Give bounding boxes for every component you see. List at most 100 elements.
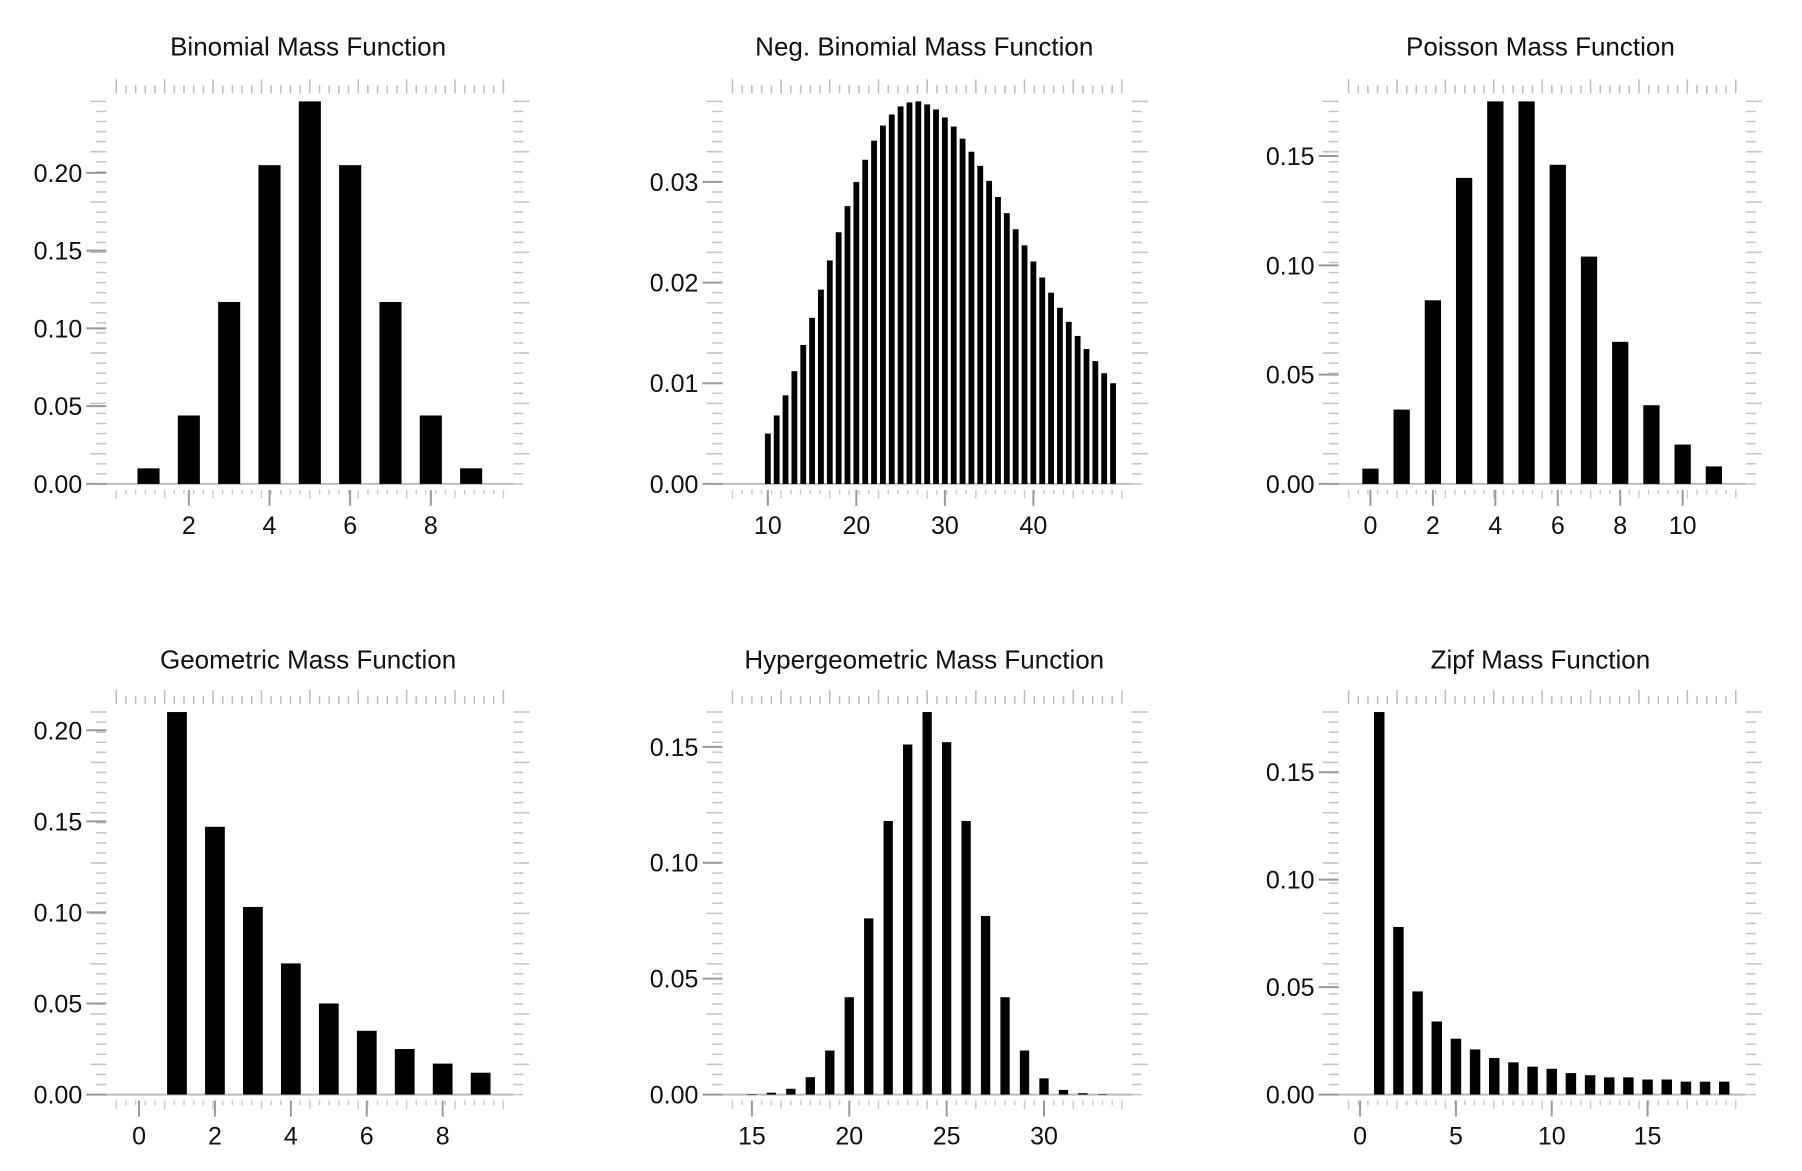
bar: [394, 1049, 415, 1095]
y-tick-label: 0.02: [650, 270, 699, 298]
bar: [1057, 307, 1063, 484]
bar: [1565, 1073, 1577, 1095]
bar: [980, 916, 991, 1095]
bar: [864, 918, 874, 1095]
bar: [1412, 991, 1423, 1095]
y-tick-label: 0.10: [34, 899, 83, 927]
bar: [826, 260, 833, 484]
x-tick-label: 6: [360, 1123, 374, 1151]
bar: [1546, 1068, 1557, 1095]
bar: [1019, 1050, 1030, 1095]
bar: [1455, 177, 1473, 484]
bar: [1058, 1089, 1069, 1095]
x-tick-label: 2: [208, 1123, 222, 1151]
bar: [773, 415, 780, 484]
bar: [1083, 349, 1090, 484]
axis-frame: [1322, 690, 1762, 1109]
bar: [766, 1092, 777, 1095]
bar: [1584, 1075, 1596, 1095]
bar: [922, 712, 932, 1095]
x-tick-label: 15: [1634, 1123, 1662, 1151]
bar: [1110, 383, 1116, 484]
bar: [871, 140, 877, 484]
bar: [1012, 229, 1019, 484]
bar: [1065, 321, 1072, 484]
bar: [924, 104, 931, 484]
bar: [1101, 373, 1108, 484]
bar: [1518, 101, 1535, 484]
axis-frame: [1322, 79, 1762, 499]
chart-panel-3: Poisson Mass Function 0.00 0.05 0.10 0.15 0 2 4…: [1266, 31, 1762, 540]
chart-title: Neg. Binomial Mass Function: [755, 31, 1093, 61]
bar: [883, 821, 893, 1095]
bar: [258, 165, 281, 484]
bar: [470, 1072, 491, 1095]
bar: [1487, 101, 1504, 484]
axis-frame: [90, 79, 530, 499]
y-tick-label: 0.15: [34, 238, 83, 266]
y-tick-label: 0.10: [34, 315, 83, 343]
x-tick-label: 5: [1449, 1123, 1463, 1151]
bar: [1623, 1077, 1634, 1095]
y-tick-label: 0.15: [1266, 759, 1315, 787]
bar: [941, 742, 952, 1095]
bar: [298, 101, 321, 484]
bar: [1000, 997, 1010, 1095]
bar: [809, 317, 815, 484]
bar: [379, 301, 402, 484]
x-tick-label: 20: [835, 1123, 863, 1151]
bar: [1003, 213, 1010, 484]
bar: [933, 109, 939, 484]
bar: [950, 126, 957, 484]
bar: [747, 1094, 757, 1095]
y-tick-label: 0.05: [34, 990, 83, 1018]
bar: [977, 165, 984, 484]
bar: [1508, 1062, 1519, 1095]
bar: [1549, 164, 1566, 484]
y-tick-label: 0.10: [1266, 867, 1315, 895]
x-tick-label: 10: [754, 512, 782, 540]
bar: [419, 415, 442, 484]
bar: [1048, 292, 1054, 484]
bar: [205, 826, 225, 1095]
x-tick-label: 8: [436, 1123, 450, 1151]
bar: [1680, 1081, 1692, 1095]
bar: [460, 468, 483, 484]
bar: [1021, 245, 1028, 484]
bar: [1642, 1079, 1653, 1095]
x-tick-label: 2: [182, 512, 196, 540]
bar: [1424, 300, 1442, 484]
chart-panel-4: Geometric Mass Function 0.00 0.05 0.10 0.15 0…: [34, 644, 530, 1151]
bar: [1374, 712, 1385, 1095]
chart-panel-1: Binomial Mass Function 0.00 0.05 0.10 0.15 0.…: [34, 31, 530, 540]
bar: [941, 117, 948, 484]
x-tick-label: 4: [284, 1123, 298, 1151]
x-tick-label: 2: [1426, 512, 1440, 540]
bar: [853, 181, 860, 484]
bar: [844, 997, 854, 1095]
bar: [1489, 1058, 1500, 1095]
y-tick-label: 0.15: [1266, 143, 1315, 171]
y-tick-label: 0.00: [34, 1082, 83, 1110]
y-tick-label: 0.00: [34, 471, 83, 499]
x-tick-label: 0: [1353, 1123, 1367, 1151]
bar: [137, 468, 160, 484]
bar: [356, 1030, 377, 1095]
chart-title: Hypergeometric Mass Function: [744, 644, 1104, 674]
axis-frame: [706, 79, 1148, 499]
bar: [786, 1088, 796, 1095]
bar: [818, 289, 824, 484]
bar: [959, 138, 966, 484]
bar: [1674, 444, 1691, 484]
y-tick-label: 0.05: [34, 393, 83, 421]
y-tick-label: 0.00: [650, 471, 699, 499]
bar: [764, 433, 771, 484]
bar: [888, 114, 895, 484]
bar: [1362, 468, 1379, 484]
bar: [903, 744, 913, 1095]
bar: [1705, 466, 1723, 484]
bar: [1074, 335, 1081, 484]
bar: [844, 206, 851, 484]
